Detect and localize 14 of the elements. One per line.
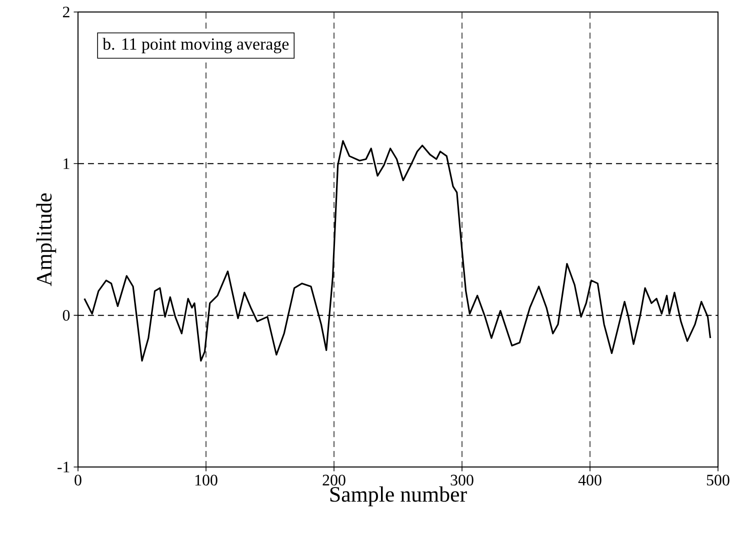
y-tick-label: -1 <box>58 462 70 472</box>
y-tick-label: 0 <box>62 310 70 321</box>
x-tick-label: 200 <box>322 474 346 486</box>
y-tick-label: 2 <box>62 6 70 18</box>
x-tick-label: 0 <box>74 474 82 486</box>
y-tick-label: 1 <box>64 158 70 169</box>
x-tick-label: 100 <box>195 474 218 486</box>
x-tick-label: 500 <box>706 474 730 486</box>
x-tick-label: 300 <box>450 474 474 486</box>
line-series <box>84 140 712 362</box>
x-tick-label: 400 <box>578 474 602 486</box>
y-axis-title: Amplitude <box>36 193 56 286</box>
annotation: b. 11 point moving average <box>102 38 289 54</box>
x-axis-title: Sample number <box>330 486 467 506</box>
